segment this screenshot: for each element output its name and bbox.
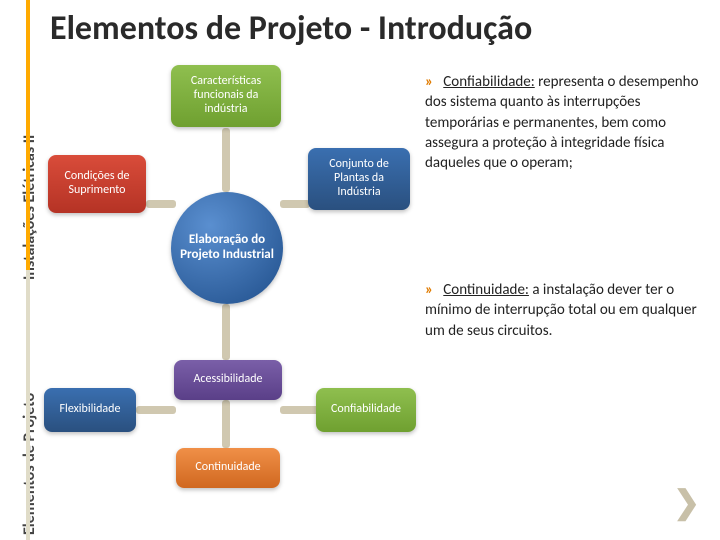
node-caracteristicas: Características funcionais da indústria — [171, 65, 281, 127]
node-condicoes: Condições de Suprimento — [48, 155, 146, 213]
node-continuidade: Continuidade — [176, 448, 280, 488]
connector — [280, 200, 310, 208]
paragraph-continuidade: » Continuidade: a instalação dever ter o… — [425, 280, 705, 341]
node-conjunto: Conjunto de Plantas da Indústria — [308, 148, 410, 210]
page-title: Elementos de Projeto - Introdução — [50, 8, 532, 49]
bullet-icon: » — [425, 281, 433, 299]
sidebar-accent-bar — [26, 0, 30, 540]
connector — [222, 400, 230, 448]
next-arrow-icon[interactable]: ❯ — [673, 483, 700, 522]
connector — [222, 128, 230, 192]
connector — [136, 406, 176, 414]
term-continuidade: Continuidade: — [443, 281, 529, 299]
paragraph-confiabilidade: » Confiabilidade: representa o desempenh… — [425, 72, 710, 173]
node-flexibilidade: Flexibilidade — [44, 388, 136, 432]
concept-diagram: Características funcionais da indústria C… — [36, 60, 416, 530]
connector — [146, 200, 176, 208]
term-confiabilidade: Confiabilidade: — [443, 73, 534, 91]
node-elaboracao: Elaboração do Projeto Industrial — [171, 192, 283, 304]
connector — [222, 304, 230, 360]
node-confiabilidade: Confiabilidade — [316, 388, 416, 432]
node-acessibilidade: Acessibilidade — [174, 360, 282, 400]
bullet-icon: » — [425, 73, 433, 91]
sidebar-left: Instalações Elétricas II Elementos de Pr… — [0, 0, 28, 540]
connector — [280, 406, 320, 414]
